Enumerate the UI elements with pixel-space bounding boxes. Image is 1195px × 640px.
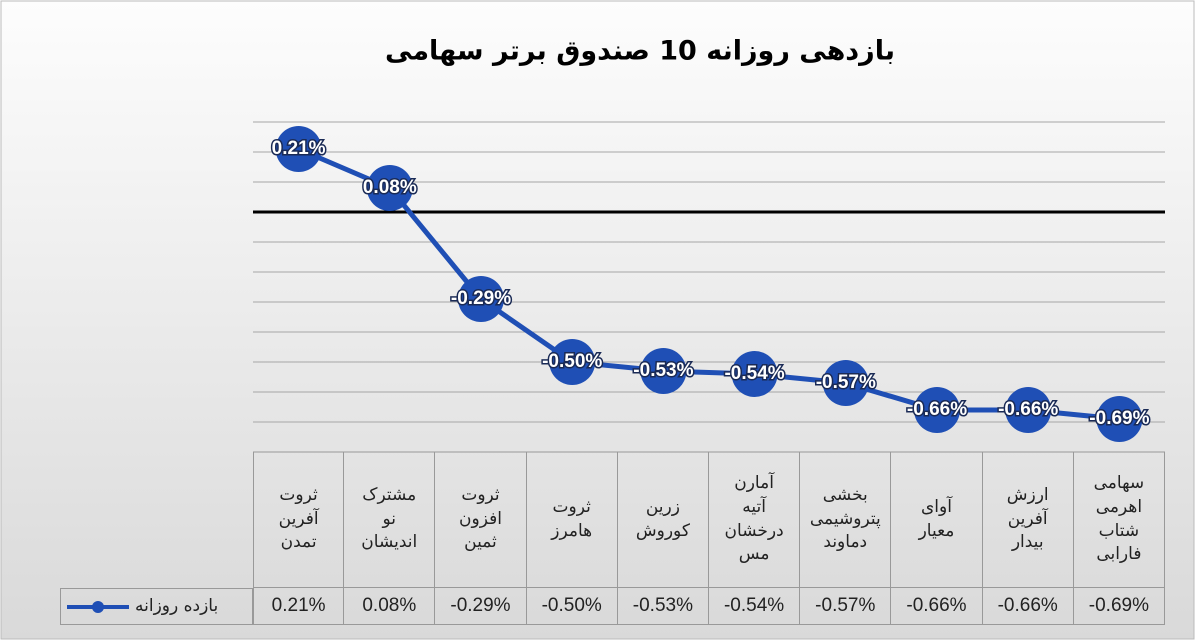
data-label: 0.21%	[272, 138, 326, 159]
marker	[458, 276, 504, 322]
value-cell: -0.69%	[1073, 588, 1165, 625]
data-label: -0.53%	[633, 360, 693, 381]
series-line	[297, 146, 1120, 422]
marker	[1096, 396, 1143, 442]
value-cell: -0.57%	[800, 588, 892, 625]
chart-title: بازدهی روزانه 10 صندوق برتر سهامی	[385, 36, 895, 67]
marker	[640, 348, 687, 394]
category-label: زرین کوروش	[617, 452, 709, 588]
category-label: آوای معیار	[891, 452, 983, 588]
value-cell: -0.54%	[709, 588, 801, 625]
category-label: ثروت آفرین تمدن	[253, 452, 345, 588]
data-label: -0.66%	[998, 399, 1058, 420]
value-cell: -0.66%	[891, 588, 983, 625]
data-label: -0.69%	[1089, 408, 1149, 429]
marker	[275, 126, 322, 172]
marker	[914, 387, 960, 433]
data-label: 0.08%	[363, 177, 417, 198]
value-cell: -0.53%	[617, 588, 709, 625]
data-label: -0.50%	[542, 351, 602, 372]
value-cell: 0.08%	[344, 588, 436, 625]
data-label: -0.57%	[816, 372, 876, 393]
value-cell: -0.29%	[435, 588, 527, 625]
category-label: بخشی پتروشیمی دماوند	[800, 452, 892, 588]
value-cell: -0.66%	[982, 588, 1074, 625]
legend-label: بازده روزانه	[135, 595, 219, 616]
category-label: مشترک نو اندیشان	[344, 452, 436, 588]
category-label: ثروت هامرز	[526, 452, 618, 588]
category-label: آمارن آتیه درخشان مس	[709, 452, 801, 588]
legend-swatch	[67, 600, 129, 613]
marker	[549, 339, 596, 385]
data-label: -0.29%	[451, 288, 511, 309]
category-label: سهامی اهرمی شتاب فارابی	[1073, 452, 1165, 588]
marker	[1005, 387, 1052, 433]
marker	[366, 165, 413, 211]
category-label: ارزش آفرین بیدار	[982, 452, 1074, 588]
value-cell: -0.50%	[526, 588, 618, 625]
data-label: -0.54%	[724, 363, 784, 384]
legend: بازده روزانه	[60, 588, 253, 625]
value-cell: 0.21%	[253, 588, 345, 625]
marker	[731, 351, 778, 397]
category-label: ثروت افزون ثمین	[435, 452, 527, 588]
marker	[822, 360, 869, 406]
data-label: -0.66%	[907, 399, 967, 420]
